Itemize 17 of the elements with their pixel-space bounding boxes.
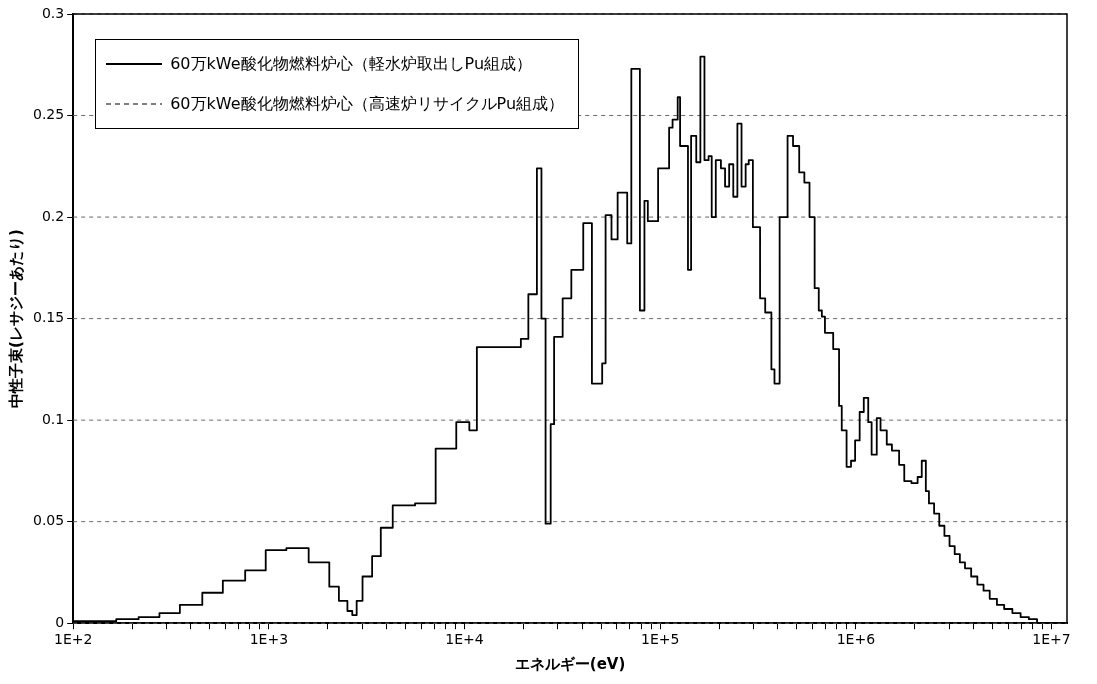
y-tick-label: 0 — [55, 613, 65, 630]
y-tick-label: 0.1 — [41, 410, 65, 427]
x-tick-label: 1E+6 — [836, 631, 876, 648]
y-axis-title: 中性子束(レサジーあたり) — [6, 229, 25, 408]
y-tick-label: 0.3 — [41, 4, 65, 21]
legend-label: 60万kWe酸化物燃料炉心（軽水炉取出しPu組成） — [170, 53, 533, 75]
x-tick-label: 1E+7 — [1032, 631, 1071, 648]
y-tick-label: 0.05 — [33, 512, 65, 529]
legend-label: 60万kWe酸化物燃料炉心（高速炉リサイクルPu組成） — [170, 93, 565, 115]
x-axis-title: エネルギー(eV) — [514, 654, 626, 673]
x-tick-label: 1E+4 — [445, 631, 484, 648]
x-tick-label: 1E+2 — [53, 631, 93, 648]
y-tick-label: 0.15 — [33, 309, 65, 326]
y-tick-label: 0.25 — [33, 106, 65, 123]
x-tick-label: 1E+3 — [249, 631, 289, 648]
x-tick-label: 1E+5 — [640, 631, 680, 648]
y-tick-label: 0.2 — [41, 207, 65, 224]
